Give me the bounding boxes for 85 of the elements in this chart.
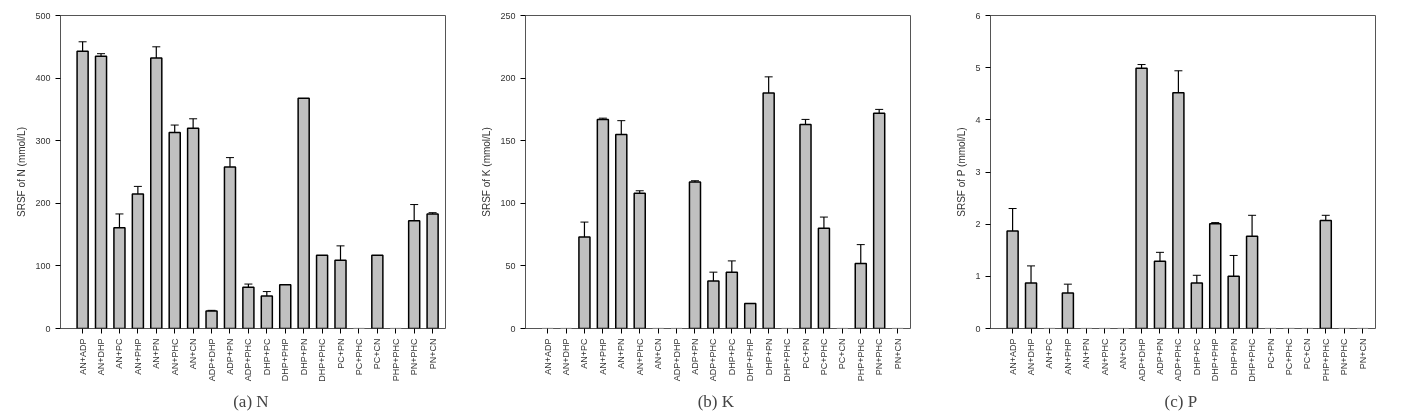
y-tick-label: 2	[975, 219, 981, 230]
y-tick-label: 100	[500, 198, 516, 209]
x-tick-label: PC+CN	[372, 338, 383, 370]
y-tick-label: 200	[500, 73, 516, 84]
x-tick-label: DHP+PHP	[280, 338, 291, 382]
x-tick-label: DHP+PHP	[745, 338, 756, 382]
x-tick-label: AN+PHC	[634, 338, 645, 376]
y-tick-label: 4	[975, 114, 981, 125]
x-tick-label: PC+PHC	[353, 338, 364, 376]
y-tick-label: 0	[510, 323, 516, 334]
x-tick-label: ADP+DHP	[1136, 338, 1147, 382]
x-tick-label: PN+PHC	[874, 338, 885, 376]
x-tick-label: ADP+DHP	[671, 338, 682, 382]
y-tick-label: 500	[35, 10, 51, 21]
x-tick-label: AN+CN	[188, 338, 199, 370]
x-tick-label: DHP+PHC	[317, 338, 328, 382]
x-tick-label: AN+PN	[151, 338, 162, 369]
y-tick-label: 100	[35, 260, 51, 271]
x-tick-label: AN+PHC	[169, 338, 180, 376]
text: (a) N	[233, 391, 269, 411]
text: (c) P	[1164, 391, 1198, 411]
x-tick-label: DHP+PHC	[782, 338, 793, 382]
x-tick-label: AN+DHP	[561, 338, 572, 376]
y-tick-label: 50	[505, 260, 516, 271]
x-tick-label: DHP+PN	[763, 338, 774, 376]
x-tick-label: PHP+PHC	[855, 338, 866, 382]
x-tick-label: DHP+PN	[298, 338, 309, 376]
x-tick-label: ADP+DHP	[206, 338, 217, 382]
y-tick-label: 6	[975, 10, 981, 21]
x-tick-label: AN+PHC	[1099, 338, 1110, 376]
x-tick-label: AN+PHP	[132, 338, 143, 375]
x-tick-label: PC+PHC	[818, 338, 829, 376]
x-tick-label: ADP+PHC	[708, 338, 719, 382]
x-tick-label: AN+PN	[616, 338, 627, 369]
x-tick-label: DHP+PHP	[1210, 338, 1221, 382]
text: (b) K	[697, 391, 735, 411]
x-tick-label: PC+PN	[1265, 338, 1276, 369]
x-tick-label: ADP+PN	[224, 338, 235, 375]
x-tick-label: AN+CN	[1118, 338, 1129, 370]
x-tick-label: DHP+PN	[1228, 338, 1239, 376]
x-tick-label: PC+PN	[335, 338, 346, 369]
x-tick-label: AN+PN	[1081, 338, 1092, 369]
y-axis-title: SRSF of N (mmol/L)	[16, 126, 28, 217]
x-tick-label: DHP+PHC	[1247, 338, 1258, 382]
x-tick-label: AN+PHP	[1062, 338, 1073, 375]
x-tick-label: PC+PN	[800, 338, 811, 369]
x-tick-label: PC+CN	[1302, 338, 1313, 370]
x-tick-label: PC+PHC	[1283, 338, 1294, 376]
x-tick-label: DHP+PC	[261, 338, 272, 376]
y-tick-label: 150	[500, 135, 516, 146]
y-tick-label: 3	[975, 167, 981, 177]
x-tick-label: AN+DHP	[1026, 338, 1037, 376]
x-tick-label: DHP+PC	[726, 338, 737, 376]
x-tick-label: AN+PC	[1044, 338, 1055, 369]
x-tick-label: AN+PHP	[597, 338, 608, 375]
y-tick-label: 0	[975, 323, 981, 334]
y-tick-label: 200	[35, 198, 51, 209]
x-tick-label: AN+ADP	[542, 338, 553, 375]
x-tick-label: AN+PC	[114, 338, 125, 369]
x-tick-label: PN+CN	[427, 338, 438, 370]
x-tick-label: ADP+PHC	[243, 338, 254, 382]
y-tick-label: 1	[975, 271, 981, 282]
y-tick-label: 5	[975, 62, 981, 73]
x-tick-label: ADP+PN	[689, 338, 700, 375]
x-tick-label: AN+CN	[653, 338, 664, 370]
x-tick-label: PN+CN	[1357, 338, 1368, 370]
x-tick-label: ADP+PN	[1154, 338, 1165, 375]
x-tick-label: AN+PC	[579, 338, 590, 369]
x-tick-label: AN+DHP	[96, 338, 107, 376]
y-axis-title: SRSF of K (mmol/L)	[481, 127, 493, 217]
x-tick-label: ADP+PHC	[1173, 338, 1184, 382]
y-tick-label: 250	[500, 10, 516, 21]
x-tick-label: DHP+PC	[1191, 338, 1202, 376]
x-tick-label: PN+PHC	[409, 338, 420, 376]
x-tick-label: AN+ADP	[77, 338, 88, 375]
x-tick-label: PN+PHC	[1339, 338, 1350, 376]
x-tick-label: PHP+PHC	[1320, 338, 1331, 382]
y-tick-label: 400	[35, 73, 51, 84]
x-tick-label: PHP+PHC	[390, 338, 401, 382]
y-tick-label: 300	[35, 135, 51, 146]
x-tick-label: AN+ADP	[1007, 338, 1018, 375]
y-tick-label: 0	[45, 323, 51, 334]
y-axis-title: SRSF of P (mmol/L)	[956, 127, 968, 217]
x-tick-label: PN+CN	[892, 338, 903, 370]
x-tick-label: PC+CN	[837, 338, 848, 370]
